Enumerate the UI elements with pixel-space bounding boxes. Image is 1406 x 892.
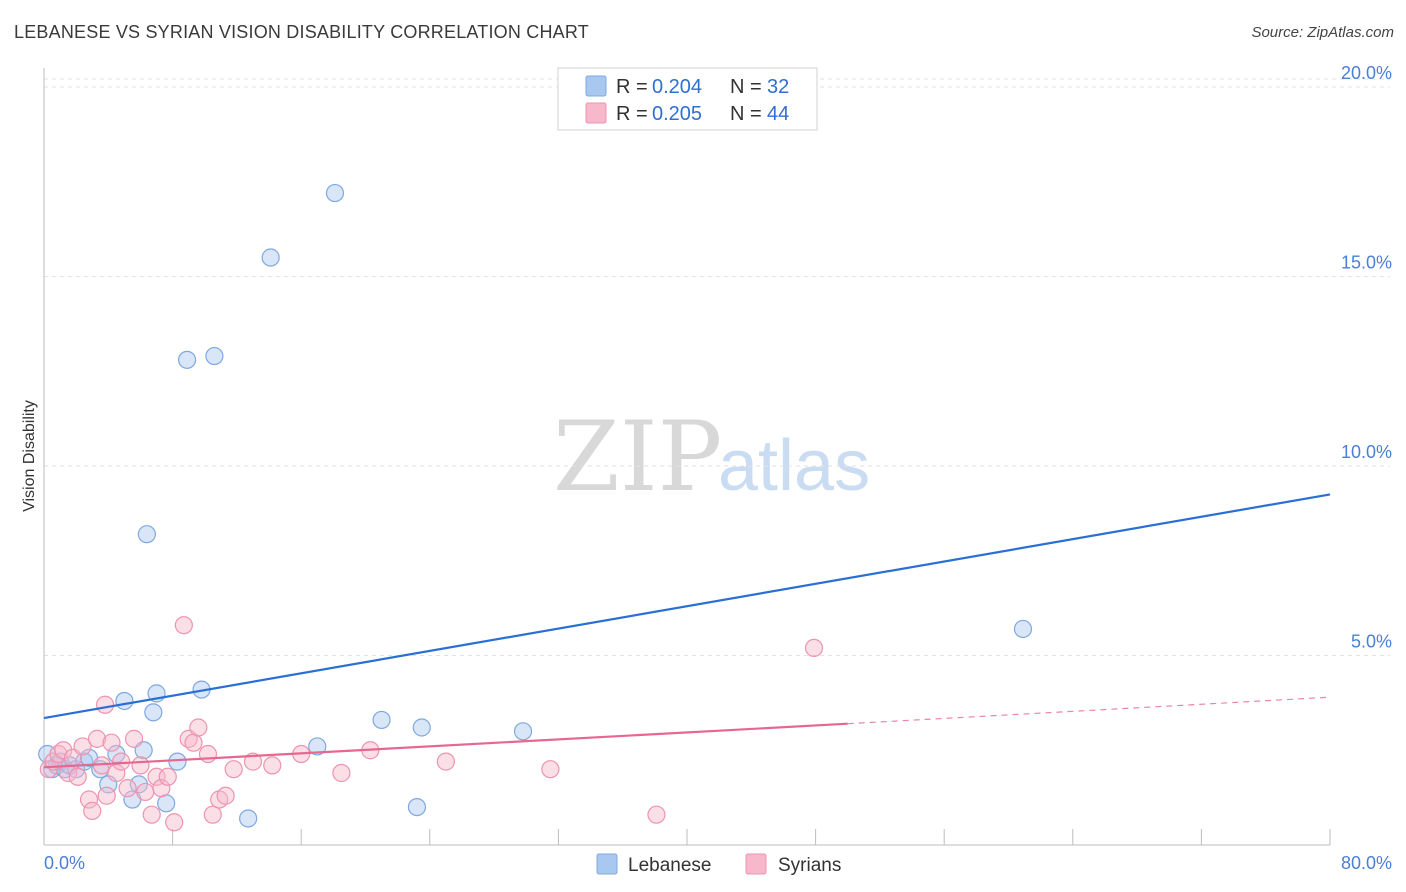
data-point-syrians (118, 779, 137, 798)
y-tick-labels: 5.0% 10.0% 15.0% 20.0% (1341, 63, 1392, 652)
watermark-zip: ZIP (553, 401, 722, 513)
y-tick-label: 5.0% (1351, 631, 1392, 651)
data-point-syrians (79, 790, 99, 809)
data-point-syrians (87, 729, 107, 748)
legend-swatch-lebanese (585, 75, 607, 97)
data-point-lebanese (513, 722, 533, 741)
stats-legend: R = 0.204 N = 32 R = 0.205 N = 44 (557, 67, 818, 131)
data-point-syrians (243, 752, 263, 771)
data-point-lebanese (325, 183, 345, 203)
data-point-lebanese (144, 703, 163, 722)
data-point-lebanese (168, 752, 187, 771)
data-point-syrians (124, 729, 144, 748)
data-point-syrians (189, 718, 208, 737)
data-point-lebanese (239, 809, 258, 828)
y-tick-label: 20.0% (1341, 63, 1392, 83)
legend-r-label-syrians: R = (616, 103, 648, 125)
data-point-syrians (198, 744, 218, 764)
data-point-lebanese (137, 525, 156, 544)
y-axis-label: Vision Disability (21, 400, 38, 512)
data-point-syrians (263, 756, 282, 775)
data-point-syrians (224, 760, 243, 779)
data-point-syrians (158, 767, 177, 786)
data-point-lebanese (177, 350, 197, 369)
legend-r-value-syrians: 0.205 (652, 103, 702, 125)
source-credit: Source: ZipAtlas.com (1251, 24, 1394, 41)
data-point-syrians (152, 779, 171, 798)
trend-line-extension-syrians (847, 696, 1331, 725)
data-point-syrians (541, 760, 560, 779)
y-tick-label: 15.0% (1341, 252, 1392, 272)
x-tick-label-max: 80.0% (1341, 853, 1392, 873)
data-point-lebanese (412, 718, 431, 737)
legend-swatch-syrians (585, 102, 607, 124)
data-point-syrians (174, 616, 193, 635)
legend-n-value-syrians: 44 (767, 103, 789, 125)
bottom-legend-swatch-syrians (745, 853, 767, 875)
bottom-legend-swatch-lebanese (596, 853, 618, 875)
data-point-syrians (142, 805, 161, 824)
data-point-lebanese (157, 794, 176, 813)
axis-layer (43, 68, 1330, 846)
data-point-syrians (136, 782, 155, 802)
data-point-syrians (184, 733, 203, 752)
data-point-lebanese (129, 775, 148, 794)
data-point-lebanese (1013, 619, 1033, 639)
data-point-syrians (804, 638, 824, 658)
legend-r-value-lebanese: 0.204 (652, 76, 702, 98)
trend-line-lebanese (43, 493, 1331, 720)
data-point-syrians (97, 786, 116, 805)
data-point-syrians (203, 805, 222, 824)
legend-r-label-lebanese: R = (616, 76, 648, 98)
bottom-legend-label-syrians: Syrians (778, 855, 841, 876)
bottom-legend-label-lebanese: Lebanese (628, 855, 711, 876)
data-point-syrians (73, 737, 92, 756)
data-point-lebanese (407, 797, 427, 817)
x-tick-label-min: 0.0% (44, 853, 85, 873)
data-point-lebanese (261, 248, 280, 267)
points-layer (38, 183, 1033, 832)
data-point-lebanese (372, 710, 391, 730)
data-point-lebanese (205, 346, 224, 366)
data-point-syrians (647, 805, 666, 824)
legend-n-value-lebanese: 32 (767, 76, 789, 98)
data-point-syrians (131, 756, 150, 775)
data-point-syrians (332, 763, 351, 783)
y-tick-label: 10.0% (1341, 442, 1392, 462)
legend-n-label-syrians: N = (730, 103, 762, 125)
data-point-syrians (436, 752, 455, 771)
trend-line-syrians (43, 722, 848, 769)
data-point-syrians (83, 801, 102, 820)
data-point-syrians (112, 752, 131, 771)
data-point-lebanese (115, 691, 134, 711)
trend-layer (43, 493, 1331, 769)
data-point-syrians (107, 763, 126, 783)
chart-title: LEBANESE VS SYRIAN VISION DISABILITY COR… (14, 22, 589, 42)
data-point-syrians (68, 767, 87, 786)
data-point-syrians (216, 786, 235, 805)
data-point-syrians (54, 741, 73, 760)
data-point-lebanese (308, 737, 327, 756)
data-point-syrians (165, 813, 184, 832)
data-point-syrians (95, 695, 115, 714)
series-legend: Lebanese Syrians (596, 853, 841, 876)
legend-n-label-lebanese: N = (730, 76, 762, 98)
data-point-syrians (102, 733, 121, 752)
